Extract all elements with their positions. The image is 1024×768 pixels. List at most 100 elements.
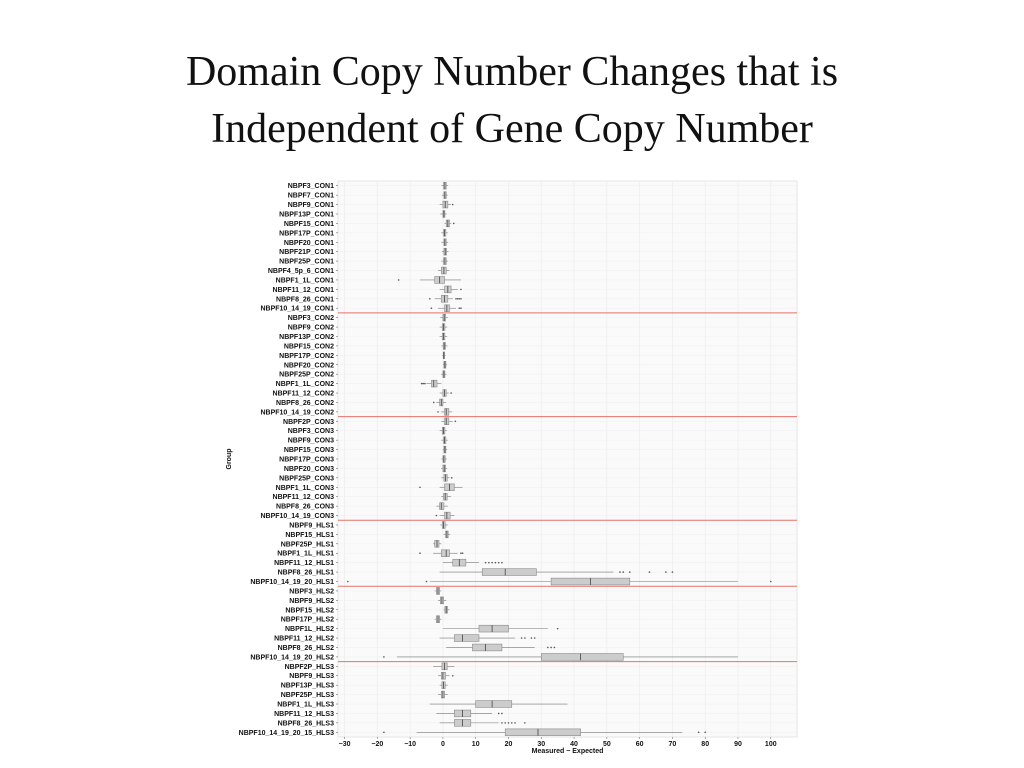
box-group: [435, 511, 455, 520]
box-group: [437, 596, 447, 605]
outlier-point: [432, 401, 435, 404]
slide-title: Domain Copy Number Changes that is Indep…: [0, 44, 1024, 158]
box-group: [434, 615, 442, 623]
y-tick-label: NBPF10_14_19_CON2: [260, 409, 334, 416]
outlier-point: [504, 722, 507, 724]
box-group: [443, 606, 450, 614]
y-tick-label: NBPF10_14_19_CON3: [260, 513, 334, 520]
y-tick-label: NBPF8_26_CON3: [276, 504, 334, 511]
y-tick-label: NBPF9_CON2: [288, 325, 334, 332]
y-tick-label: NBPF20_CON3: [284, 466, 334, 473]
outlier-point: [553, 646, 556, 649]
y-tick-label: NBPF4_5p_6_CON1: [268, 268, 334, 275]
y-tick-label: NBPF17P_CON2: [279, 353, 334, 360]
box: [439, 502, 445, 510]
box-group: [437, 266, 450, 275]
outlier-point: [460, 307, 462, 310]
box-group: [430, 304, 462, 312]
y-tick-label: NBPF7_CON1: [288, 193, 334, 200]
y-tick-label: NBPF13P_CON1: [279, 211, 334, 218]
outlier-point: [460, 297, 462, 300]
y-tick-label: NBPF8_26_HLS2: [278, 645, 335, 652]
y-tick-label: NBPF8_26_CON1: [276, 296, 334, 303]
outlier-point: [437, 411, 439, 413]
y-tick-label: NBPF1_1L_CON3: [276, 485, 334, 492]
box: [504, 728, 581, 736]
box-group: [383, 653, 738, 661]
y-tick-label: NBPF10_14_19_20_HLS1: [250, 579, 334, 586]
x-tick-label: 50: [603, 741, 611, 748]
box-group: [397, 276, 461, 284]
outlier-point: [501, 722, 503, 724]
box-group: [441, 247, 449, 256]
y-axis-title: Group: [226, 449, 233, 470]
y-tick-label: NBPF10_14_19_20_HLS2: [250, 654, 334, 661]
x-tick-label: 0: [441, 741, 445, 748]
box-group: [439, 285, 462, 294]
outlier-point: [524, 637, 526, 639]
box-group: [434, 587, 442, 595]
outlier-point: [510, 722, 513, 724]
box: [472, 643, 503, 652]
y-tick-label: NBPF1_1L_HLS1: [277, 551, 334, 558]
outlier-point: [458, 307, 461, 310]
outlier-point: [697, 731, 700, 734]
box-group: [441, 417, 457, 425]
outlier-point: [458, 297, 461, 300]
y-tick-label: NBPF3_CON2: [288, 315, 334, 322]
outlier-point: [533, 637, 536, 639]
y-tick-label: NBPF2P_HLS3: [285, 664, 335, 671]
y-tick-label: NBPF11_12_CON1: [273, 287, 335, 294]
y-tick-label: NBPF1_1L_HLS3: [277, 702, 334, 709]
box-group: [429, 700, 568, 708]
box-group: [439, 389, 452, 397]
outlier-point: [430, 307, 433, 310]
outlier-point: [419, 552, 421, 555]
box-group: [433, 540, 442, 548]
outlier-point: [454, 420, 457, 423]
y-tick-label: NBPF8_26_HLS1: [278, 570, 335, 577]
y-tick-label: NBPF1_1L_CON1: [276, 277, 334, 284]
box-group: [440, 313, 448, 322]
outlier-point: [452, 222, 455, 225]
outlier-point: [461, 552, 464, 555]
box-group: [442, 361, 448, 369]
box-group: [420, 379, 442, 388]
y-tick-label: NBPF2P_CON3: [283, 419, 334, 426]
box-group: [442, 445, 448, 454]
outlier-point: [450, 477, 453, 479]
outlier-point: [494, 561, 497, 564]
group-separators: [338, 312, 797, 663]
y-tick-label: NBPF9_HLS2: [289, 598, 334, 605]
box-group: [441, 182, 449, 190]
y-tick-label: NBPF25P_CON2: [279, 372, 334, 379]
x-tick-label: 60: [636, 741, 644, 748]
y-tick-label: NBPF15_HLS1: [285, 532, 334, 539]
box: [440, 549, 450, 557]
outlier-point: [420, 382, 423, 385]
y-tick-label: NBPF20_CON1: [284, 240, 334, 247]
y-tick-label: NBPF13P_HLS3: [281, 683, 334, 690]
x-tick-label: 10: [472, 741, 480, 748]
x-tick-labels: −30 −20 −10 0 10 20 30 40 50 60 70 80 90 100: [339, 737, 777, 748]
box-group: [442, 624, 559, 633]
outlier-point: [550, 646, 552, 649]
x-axis-title: Measured − Expected: [532, 748, 604, 755]
outlier-point: [671, 571, 674, 573]
x-tick-label: 70: [669, 741, 677, 748]
y-tick-label: NBPF15_CON1: [284, 221, 334, 228]
y-tick-label: NBPF10_14_19_20_15_HLS3: [239, 730, 334, 737]
y-tick-label: NBPF15_CON2: [284, 343, 334, 350]
outlier-point: [491, 561, 493, 564]
y-tick-label: NBPF1L_HLS2: [285, 626, 334, 633]
box-group: [439, 332, 448, 341]
box-group: [439, 634, 536, 642]
y-tick-label: NBPF9_CON3: [288, 438, 334, 445]
x-tick-label: 100: [765, 741, 777, 748]
outlier-point: [460, 288, 462, 291]
outlier-point: [524, 722, 526, 724]
box-group: [440, 521, 448, 529]
box-group: [347, 577, 772, 586]
y-tick-label: NBPF11_12_HLS2: [274, 636, 334, 643]
